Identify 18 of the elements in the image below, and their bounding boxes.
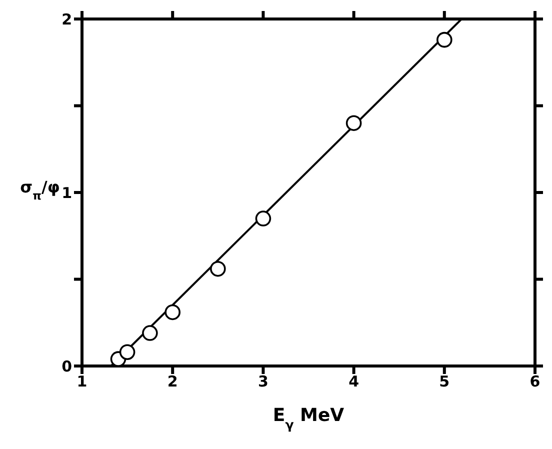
x-tick-label: 4 bbox=[348, 372, 360, 391]
x-tick-label: 6 bbox=[530, 372, 540, 391]
y-axis-title: σ$_{π}$/φ bbox=[20, 178, 60, 202]
x-axis-title: E$_{γ}$ MeV bbox=[272, 405, 344, 432]
point bbox=[119, 344, 136, 360]
point bbox=[142, 325, 158, 341]
point bbox=[346, 115, 362, 131]
y-tick-label: 2 bbox=[62, 10, 72, 28]
point bbox=[164, 304, 180, 320]
x-tick-label: 1 bbox=[76, 372, 88, 391]
x-tick-label: 5 bbox=[439, 372, 450, 391]
y-tick-label: 0 bbox=[62, 357, 72, 376]
x-tick-label: 3 bbox=[258, 372, 268, 391]
y-tick-label: 1 bbox=[62, 184, 72, 202]
point bbox=[210, 260, 226, 277]
x-tick-label: 2 bbox=[167, 372, 178, 391]
point bbox=[436, 32, 452, 48]
point bbox=[255, 210, 272, 226]
